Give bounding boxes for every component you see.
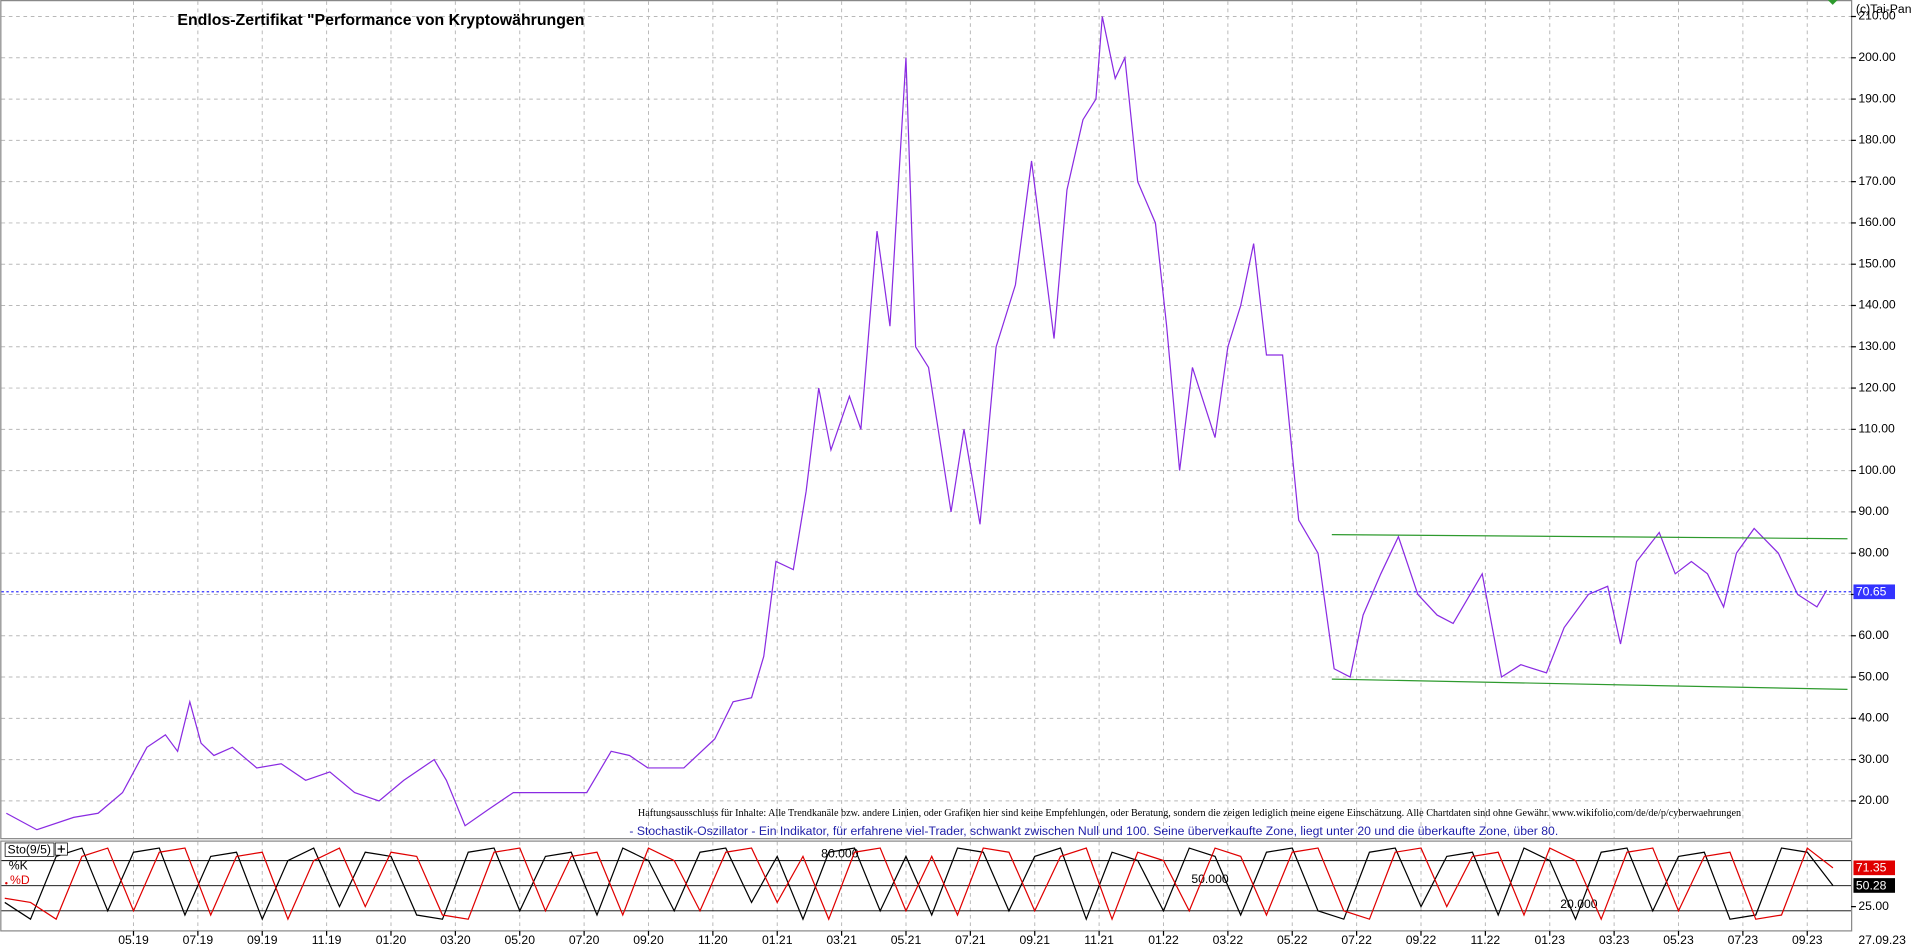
last-value-label: 70.65 — [1856, 585, 1887, 599]
x-tick-label: 07.21 — [955, 933, 986, 947]
y-tick-label: 30.00 — [1858, 752, 1889, 766]
indicator-label: Sto(9/5) — [8, 842, 51, 856]
x-tick-label: 07.22 — [1341, 933, 1372, 947]
y-tick-label: 210.00 — [1858, 9, 1896, 23]
x-tick-label: 09.20 — [633, 933, 664, 947]
last-value-box — [1853, 584, 1896, 600]
sub-plot-frame — [0, 840, 1853, 932]
indicator-note: - Stochastik-Oszillator - Ein Indikator,… — [629, 824, 1558, 838]
oscillator-line — [4, 847, 1834, 921]
x-tick-label: 01.21 — [762, 933, 793, 947]
x-tick-label: 09.21 — [1019, 933, 1050, 947]
x-tick-label: 01.23 — [1534, 933, 1565, 947]
x-tick-label: 05.22 — [1277, 933, 1308, 947]
price-line — [6, 16, 1828, 831]
x-tick-label: 03.20 — [440, 933, 471, 947]
legend-label: %D — [10, 873, 30, 887]
indicator-box — [4, 842, 55, 857]
x-tick-label: 09.19 — [247, 933, 278, 947]
y-tick-label: 25.00 — [1858, 899, 1889, 913]
x-tick-label: 09.23 — [1792, 933, 1823, 947]
last-value-label: 50.28 — [1856, 878, 1887, 892]
main-plot-frame — [0, 0, 1853, 840]
y-tick-label: 80.00 — [1858, 545, 1889, 559]
x-tick-label: 11.21 — [1084, 933, 1114, 947]
x-tick-label: 05.23 — [1663, 933, 1694, 947]
x-tick-label: 01.22 — [1148, 933, 1179, 947]
y-tick-label: 140.00 — [1858, 298, 1896, 312]
level-label: 80.000 — [821, 847, 859, 861]
end-date: 27.09.23 — [1858, 933, 1906, 947]
y-tick-label: 160.00 — [1858, 215, 1896, 229]
x-tick-label: 03.22 — [1213, 933, 1244, 947]
y-tick-label: 40.00 — [1858, 711, 1889, 725]
y-tick-label: 150.00 — [1858, 256, 1896, 270]
y-tick-label: 90.00 — [1858, 504, 1889, 518]
y-tick-label: 170.00 — [1858, 174, 1896, 188]
y-tick-label: 20.00 — [1858, 793, 1889, 807]
x-tick-label: 05.19 — [118, 933, 149, 947]
y-tick-label: 130.00 — [1858, 339, 1896, 353]
marker-icon — [1827, 0, 1838, 5]
x-tick-label: 01.20 — [376, 933, 407, 947]
y-tick-label: 120.00 — [1858, 380, 1896, 394]
plus-icon — [57, 845, 65, 853]
copyright: (c)Tai-Pan — [1856, 2, 1912, 16]
y-tick-label: 180.00 — [1858, 133, 1896, 147]
y-tick-label: 60.00 — [1858, 628, 1889, 642]
oscillator-line — [4, 847, 1834, 921]
x-tick-label: 11.22 — [1471, 933, 1501, 947]
level-label: 20.000 — [1560, 897, 1598, 911]
legend-label: %K — [9, 858, 28, 872]
trend-line — [1331, 678, 1848, 690]
y-tick-label: 50.00 — [1858, 669, 1889, 683]
y-tick-label: 200.00 — [1858, 50, 1896, 64]
last-value-label: 71.35 — [1856, 861, 1887, 875]
last-value-box — [1853, 860, 1896, 876]
legend-dot — [5, 882, 8, 885]
x-tick-label: 11.20 — [698, 933, 728, 947]
x-tick-label: 09.22 — [1406, 933, 1437, 947]
x-tick-label: 07.20 — [569, 933, 600, 947]
trend-line — [1331, 533, 1848, 540]
x-tick-label: 07.23 — [1728, 933, 1759, 947]
x-tick-label: 03.21 — [826, 933, 857, 947]
last-value-box — [1853, 878, 1896, 893]
x-tick-label: 05.21 — [891, 933, 922, 947]
x-tick-label: 11.19 — [312, 933, 342, 947]
y-tick-label: 100.00 — [1858, 463, 1896, 477]
x-tick-label: 03.23 — [1599, 933, 1630, 947]
x-tick-label: 05.20 — [504, 933, 535, 947]
x-tick-label: 07.19 — [183, 933, 214, 947]
chart-title: Endlos-Zertifikat "Performance von Krypt… — [177, 12, 584, 29]
disclaimer: Haftungsausschluss für Inhalte: Alle Tre… — [638, 807, 1742, 819]
y-tick-label: 190.00 — [1858, 91, 1896, 105]
y-tick-label: 110.00 — [1858, 422, 1895, 436]
